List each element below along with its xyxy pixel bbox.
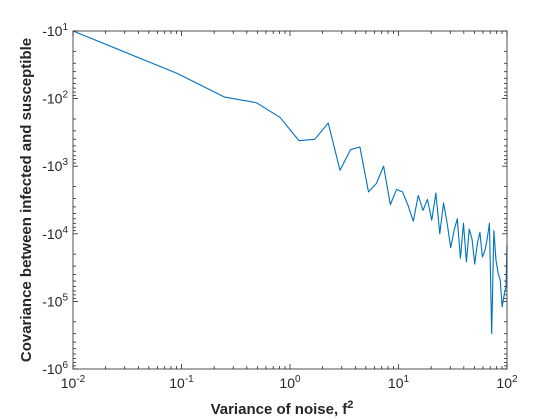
plot-area <box>73 31 507 369</box>
y-tick-label: -106 <box>42 360 68 377</box>
x-tick-label: 100 <box>279 374 301 391</box>
y-tick-label: -101 <box>42 22 68 39</box>
y-tick-label: -105 <box>42 292 68 309</box>
x-axis-tick-labels: 10-2 10-1 100 101 102 <box>61 374 518 391</box>
y-axis-tick-labels: -101 -102 -103 -104 -105 -106 <box>42 22 68 377</box>
y-tick-label: -102 <box>42 90 68 107</box>
x-tick-label: 102 <box>496 374 518 391</box>
y-tick-label: -103 <box>42 157 68 174</box>
x-axis-label: Variance of noise, f2 <box>211 399 354 418</box>
x-tick-label: 101 <box>388 374 410 391</box>
x-axis-ticks <box>72 31 508 369</box>
axes-box <box>72 30 508 370</box>
x-tick-label: 10-2 <box>61 374 86 391</box>
series-line <box>72 30 508 335</box>
x-tick-label: 10-1 <box>169 374 194 391</box>
y-tick-label: -104 <box>42 225 68 242</box>
y-axis-label: Covariance between infected and suscepti… <box>18 38 35 362</box>
